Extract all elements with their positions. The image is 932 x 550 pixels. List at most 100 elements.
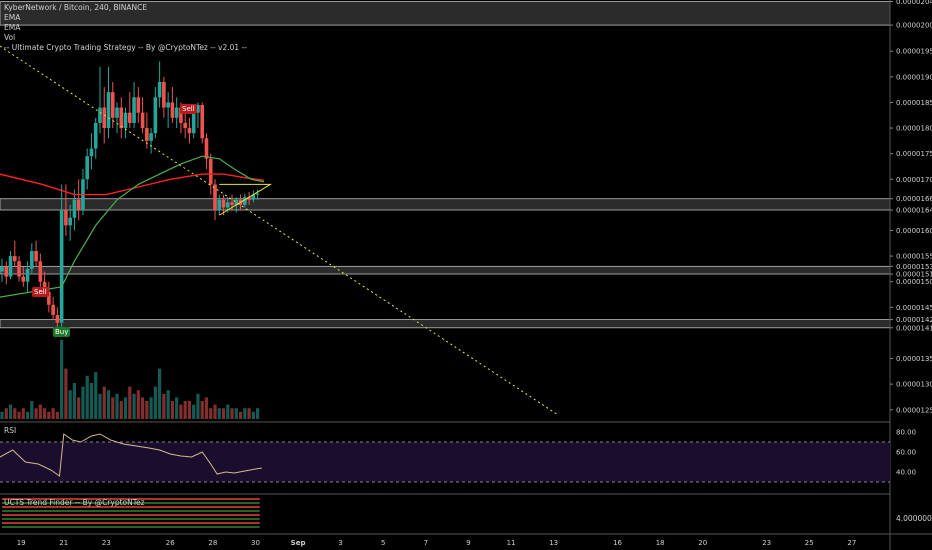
volume-bar: [77, 397, 81, 419]
candle-body: [191, 112, 196, 134]
candle-body: [85, 156, 89, 180]
candle-body: [12, 256, 17, 262]
volume-bar: [243, 408, 247, 419]
volume-bar: [64, 368, 68, 419]
candle-body: [21, 276, 26, 282]
sell-signal-tag: Sell: [32, 287, 49, 297]
volume-bar: [128, 386, 132, 419]
ema-lines: [0, 155, 265, 298]
indicator-vol[interactable]: Vol: [4, 33, 16, 42]
volume-bar: [204, 397, 209, 419]
volume-bar: [21, 408, 25, 419]
candle-body: [225, 202, 230, 208]
volume-bar: [226, 404, 230, 419]
ucts-pane: [0, 493, 890, 528]
rsi-band: [0, 442, 890, 482]
indicator-ema-1[interactable]: EMA: [4, 13, 21, 22]
time-tick-label: 27: [847, 539, 856, 547]
volume-bar: [179, 404, 183, 419]
trend-stripe: [2, 498, 260, 500]
time-tick-label: 11: [507, 539, 516, 547]
chart-legend: KyberNetwork / Bitcoin, 240, BINANCE EMA…: [4, 3, 247, 53]
time-tick-label: 21: [59, 539, 68, 547]
time-tick-label: 9: [466, 539, 470, 547]
volume-bar: [256, 408, 260, 419]
volume-bar: [192, 404, 196, 419]
price-tick-label: 0.00002047: [896, 0, 932, 6]
volume-bar: [251, 411, 255, 419]
candle-body: [251, 194, 256, 200]
candle-body: [106, 92, 111, 129]
candle-body: [217, 199, 222, 210]
volume-bar: [145, 401, 149, 419]
trend-stripe: [2, 514, 260, 516]
candle-body: [247, 197, 251, 200]
candle-body: [93, 122, 98, 149]
candle-body: [76, 199, 81, 210]
candle-body: [72, 199, 77, 218]
volume-bar: [0, 411, 4, 419]
candle-body: [55, 315, 60, 323]
volume-bar: [209, 408, 213, 419]
volume-bars: [0, 339, 260, 419]
volume-bar: [34, 408, 38, 419]
volume-bar: [119, 401, 123, 419]
volume-bar: [158, 368, 162, 419]
volume-bar: [25, 411, 30, 419]
ucts-pane-label[interactable]: UCTS Trend Finder -- By @CryptoNTez: [4, 498, 145, 507]
indicator-strategy[interactable]: -- Ultimate Crypto Trading Strategy -- B…: [4, 43, 247, 52]
candle-body: [89, 148, 94, 157]
price-tick-label: 0.00001426: [896, 316, 932, 324]
trend-stripe: [2, 522, 260, 524]
volume-bar: [47, 411, 51, 419]
time-tick-label: 13: [549, 539, 558, 547]
candle-body: [166, 102, 170, 108]
candle-body: [153, 97, 158, 134]
candle-body: [47, 291, 51, 305]
volume-bar: [187, 401, 192, 419]
volume-bar: [170, 401, 174, 419]
rsi-pane-label[interactable]: RSI: [4, 426, 17, 435]
volume-bar: [234, 408, 238, 419]
candle-body: [243, 197, 247, 205]
volume-bar: [111, 397, 115, 419]
volume-bar: [68, 390, 72, 419]
candle-body: [34, 250, 38, 262]
candle-body: [25, 268, 30, 282]
ema-slow-line: [0, 173, 265, 196]
volume-bar: [221, 408, 226, 419]
candle-body: [140, 112, 145, 129]
candle-body: [123, 112, 128, 129]
candle-body: [115, 107, 119, 118]
candle-body: [119, 107, 124, 129]
time-tick-label: 30: [251, 539, 260, 547]
candle-body: [183, 122, 187, 129]
volume-bar: [30, 401, 34, 419]
volume-bar: [132, 393, 136, 419]
candle-body: [230, 202, 234, 205]
volume-bar: [81, 386, 85, 419]
candle-body: [128, 112, 132, 123]
volume-bar: [196, 393, 200, 419]
candle-body: [174, 107, 179, 118]
candle-body: [68, 217, 72, 226]
time-tick-label: Sep: [291, 539, 306, 547]
time-tick-label: 18: [656, 539, 665, 547]
time-tick-label: 7: [424, 539, 428, 547]
time-tick-label: 3: [338, 539, 342, 547]
rsi-pane: 40.00 60.00 80.00: [0, 421, 916, 483]
indicator-ema-2[interactable]: EMA: [4, 23, 21, 32]
rsi-tick-label: 80.00: [896, 429, 916, 437]
volume-bar: [136, 390, 140, 419]
candle-body: [204, 138, 209, 159]
candle-body: [4, 266, 9, 277]
